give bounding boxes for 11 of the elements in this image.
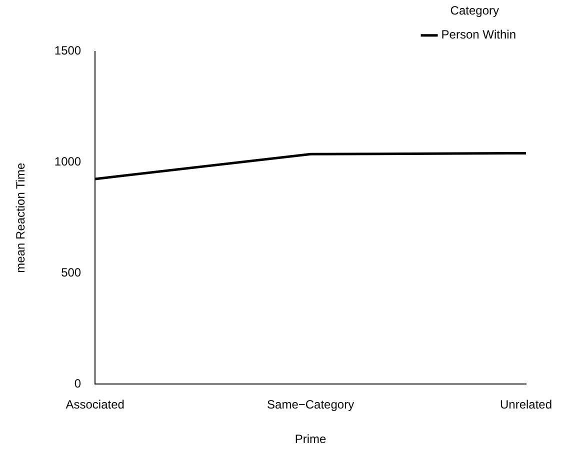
legend-label: Person Within — [441, 28, 516, 42]
x-tick-label: Associated — [66, 398, 124, 412]
y-tick-label: 500 — [61, 266, 82, 280]
x-axis-title: Prime — [294, 432, 327, 446]
y-tick-label: 1500 — [54, 44, 82, 58]
y-tick-label: 1000 — [54, 154, 82, 169]
x-tick-label: Unrelated — [500, 398, 552, 412]
y-axis-title: mean Reaction Time — [14, 162, 28, 273]
x-tick-label: Same−Category — [267, 398, 354, 412]
legend-title: Category — [450, 3, 500, 18]
y-tick-label: 0 — [74, 376, 82, 391]
